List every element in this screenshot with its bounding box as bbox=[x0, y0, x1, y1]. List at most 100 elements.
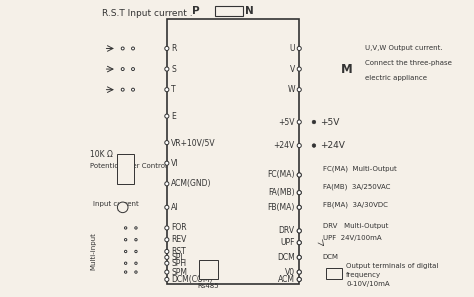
Text: FC(MA): FC(MA) bbox=[267, 170, 295, 179]
Circle shape bbox=[165, 261, 169, 265]
Text: Connect the three-phase: Connect the three-phase bbox=[365, 60, 452, 66]
Circle shape bbox=[312, 120, 316, 124]
Circle shape bbox=[297, 205, 301, 209]
Circle shape bbox=[297, 143, 301, 148]
Circle shape bbox=[132, 88, 135, 91]
Text: Output terminals of digital: Output terminals of digital bbox=[346, 263, 439, 269]
Text: R: R bbox=[171, 44, 177, 53]
Text: V0: V0 bbox=[285, 268, 295, 277]
Text: 10K Ω: 10K Ω bbox=[91, 150, 113, 159]
Text: W: W bbox=[287, 85, 295, 94]
Text: DRV: DRV bbox=[279, 226, 295, 236]
Circle shape bbox=[297, 67, 301, 71]
Circle shape bbox=[297, 270, 301, 274]
Text: ACM(GND): ACM(GND) bbox=[171, 179, 212, 188]
Text: Multi-input: Multi-input bbox=[91, 233, 96, 270]
Circle shape bbox=[297, 229, 301, 233]
Circle shape bbox=[297, 241, 301, 245]
Circle shape bbox=[121, 47, 124, 50]
Circle shape bbox=[165, 161, 169, 165]
Text: FB(MA): FB(MA) bbox=[267, 203, 295, 212]
Circle shape bbox=[297, 255, 301, 259]
Text: P: P bbox=[192, 6, 200, 16]
Text: FC(MA)  Multi-Output: FC(MA) Multi-Output bbox=[323, 166, 397, 172]
Text: DCM: DCM bbox=[323, 254, 339, 260]
Text: R.S.T Input current .: R.S.T Input current . bbox=[102, 9, 193, 18]
Text: +5V: +5V bbox=[278, 118, 295, 127]
Circle shape bbox=[118, 202, 128, 213]
Bar bbox=[167, 19, 299, 284]
Circle shape bbox=[135, 238, 137, 241]
Text: FB(MA)  3A/30VDC: FB(MA) 3A/30VDC bbox=[323, 201, 388, 208]
Text: RST: RST bbox=[171, 247, 186, 256]
Circle shape bbox=[297, 277, 301, 282]
Circle shape bbox=[297, 229, 301, 233]
Text: Potentiometer Control: Potentiometer Control bbox=[91, 163, 167, 169]
Text: DCM: DCM bbox=[277, 253, 295, 262]
Text: +24V: +24V bbox=[320, 141, 345, 150]
Circle shape bbox=[165, 249, 169, 254]
Circle shape bbox=[125, 262, 127, 264]
Circle shape bbox=[165, 205, 169, 209]
Text: U,V,W Output current.: U,V,W Output current. bbox=[365, 45, 443, 51]
Text: DCM(COM): DCM(COM) bbox=[171, 275, 213, 284]
Text: +24V: +24V bbox=[273, 141, 295, 150]
Circle shape bbox=[297, 173, 301, 177]
Text: N: N bbox=[245, 6, 254, 16]
Circle shape bbox=[297, 173, 301, 177]
Circle shape bbox=[165, 140, 169, 145]
Circle shape bbox=[297, 205, 301, 209]
Circle shape bbox=[165, 67, 169, 71]
Circle shape bbox=[297, 46, 301, 50]
Circle shape bbox=[165, 277, 169, 282]
Text: Input current: Input current bbox=[93, 201, 139, 207]
Bar bbox=[199, 260, 219, 279]
Text: AI: AI bbox=[171, 203, 179, 212]
Bar bbox=[326, 268, 342, 279]
Text: UPF: UPF bbox=[280, 238, 295, 247]
Circle shape bbox=[165, 238, 169, 242]
Bar bbox=[215, 6, 243, 16]
Text: U: U bbox=[289, 44, 295, 53]
Circle shape bbox=[297, 277, 301, 282]
Circle shape bbox=[297, 88, 301, 92]
Text: M: M bbox=[340, 63, 352, 75]
Circle shape bbox=[135, 262, 137, 264]
Text: SPM: SPM bbox=[171, 268, 187, 277]
Text: SPH: SPH bbox=[171, 259, 186, 268]
Circle shape bbox=[297, 191, 301, 195]
Text: V: V bbox=[290, 64, 295, 74]
Text: FA(MB): FA(MB) bbox=[268, 188, 295, 197]
Text: VI: VI bbox=[171, 159, 179, 168]
Circle shape bbox=[165, 182, 169, 186]
Circle shape bbox=[121, 68, 124, 70]
Text: S: S bbox=[171, 64, 176, 74]
Text: FA(MB)  3A/250VAC: FA(MB) 3A/250VAC bbox=[323, 184, 390, 190]
Circle shape bbox=[125, 271, 127, 273]
Circle shape bbox=[297, 191, 301, 195]
Circle shape bbox=[135, 250, 137, 253]
Circle shape bbox=[135, 271, 137, 273]
Circle shape bbox=[165, 255, 169, 259]
Circle shape bbox=[297, 255, 301, 259]
Circle shape bbox=[125, 238, 127, 241]
Circle shape bbox=[297, 270, 301, 274]
Circle shape bbox=[125, 227, 127, 229]
Circle shape bbox=[165, 114, 169, 118]
Text: REV: REV bbox=[171, 235, 187, 244]
Circle shape bbox=[132, 68, 135, 70]
Text: frequency: frequency bbox=[346, 272, 382, 278]
Circle shape bbox=[165, 46, 169, 50]
Circle shape bbox=[165, 88, 169, 92]
Bar bbox=[117, 154, 135, 184]
Text: SPL: SPL bbox=[171, 253, 185, 262]
Text: UPF  24V/100mA: UPF 24V/100mA bbox=[323, 235, 382, 241]
Text: ACM: ACM bbox=[278, 275, 295, 284]
Text: +5V: +5V bbox=[320, 118, 339, 127]
Circle shape bbox=[121, 88, 124, 91]
Circle shape bbox=[125, 250, 127, 253]
Circle shape bbox=[165, 270, 169, 274]
Circle shape bbox=[135, 227, 137, 229]
Text: electric appliance: electric appliance bbox=[365, 75, 428, 81]
Text: Rs485: Rs485 bbox=[198, 283, 219, 289]
